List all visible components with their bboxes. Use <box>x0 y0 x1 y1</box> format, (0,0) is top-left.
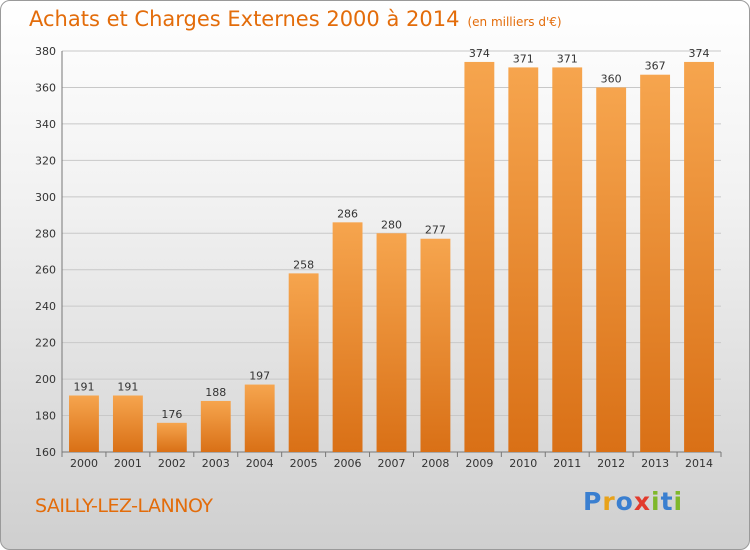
bar-value-label: 371 <box>557 52 578 65</box>
logo-letter: t <box>660 487 674 516</box>
logo-letter: P <box>583 487 603 516</box>
city-name: SAILLY-LEZ-LANNOY <box>35 495 213 517</box>
y-tick-label: 320 <box>35 154 56 167</box>
x-tick-label: 2014 <box>685 457 713 470</box>
x-tick-label: 2005 <box>290 457 318 470</box>
bar-value-label: 197 <box>249 370 270 383</box>
x-tick-label: 2006 <box>334 457 362 470</box>
bar-value-label: 374 <box>469 47 490 60</box>
y-tick-label: 260 <box>35 264 56 277</box>
bar <box>508 67 539 453</box>
chart-title-text: Achats et Charges Externes 2000 à 2014 <box>29 7 460 31</box>
bar <box>112 395 143 452</box>
y-tick-label: 360 <box>35 81 56 94</box>
y-tick-label: 220 <box>35 337 56 350</box>
y-tick-label: 300 <box>35 191 56 204</box>
bar-value-label: 280 <box>381 218 402 231</box>
chart-unit: (en milliers d'€) <box>467 15 562 29</box>
bar-value-label: 277 <box>425 224 446 237</box>
bar <box>420 238 451 452</box>
chart-title: Achats et Charges Externes 2000 à 2014 (e… <box>29 7 562 31</box>
bar <box>244 384 275 452</box>
logo-letter: i <box>673 487 684 516</box>
x-tick-label: 2012 <box>597 457 625 470</box>
x-tick-label: 2000 <box>70 457 98 470</box>
x-tick-label: 2013 <box>641 457 669 470</box>
bar-value-label: 191 <box>73 380 94 393</box>
bar-value-label: 374 <box>689 47 710 60</box>
y-tick-label: 180 <box>35 410 56 423</box>
x-tick-label: 2001 <box>114 457 142 470</box>
bar-value-label: 191 <box>117 380 138 393</box>
bar-value-label: 360 <box>601 72 622 85</box>
logo-letter: r <box>602 487 616 516</box>
bar <box>332 222 363 452</box>
bars <box>69 61 714 453</box>
y-tick-label: 200 <box>35 373 56 386</box>
bar-value-label: 176 <box>161 408 182 421</box>
x-tick-label: 2009 <box>465 457 493 470</box>
y-tick-label: 340 <box>35 118 56 131</box>
bar-value-label: 258 <box>293 258 314 271</box>
y-tick-label: 240 <box>35 300 56 313</box>
y-tick-label: 280 <box>35 227 56 240</box>
bar <box>288 273 319 452</box>
x-tick-label: 2010 <box>509 457 537 470</box>
bar-value-label: 188 <box>205 386 226 399</box>
bar <box>464 61 495 452</box>
bar-value-label: 367 <box>645 60 666 73</box>
proxiti-logo[interactable]: Proxiti <box>583 487 683 516</box>
bar <box>156 422 187 452</box>
x-tick-label: 2011 <box>553 457 581 470</box>
x-tick-label: 2007 <box>378 457 406 470</box>
bar-value-label: 286 <box>337 207 358 220</box>
bar <box>200 400 231 452</box>
bar <box>684 61 714 452</box>
y-tick-label: 160 <box>35 446 56 459</box>
y-tick-label: 380 <box>35 45 56 58</box>
labels: 160 180 200 220 240 260 280 300 320 340 360 380 191 2… <box>35 45 713 470</box>
bar-value-label: 371 <box>513 52 534 65</box>
bar <box>596 87 627 453</box>
x-tick-label: 2008 <box>421 457 449 470</box>
logo-letter: o <box>615 487 634 516</box>
bar <box>640 74 671 452</box>
x-tick-label: 2002 <box>158 457 186 470</box>
bar <box>552 67 583 453</box>
logo-letter: i <box>651 487 661 516</box>
bar <box>69 395 99 452</box>
bar <box>376 233 407 452</box>
x-tick-label: 2004 <box>246 457 274 470</box>
logo-letter: x <box>633 487 651 516</box>
x-tick-label: 2003 <box>202 457 230 470</box>
